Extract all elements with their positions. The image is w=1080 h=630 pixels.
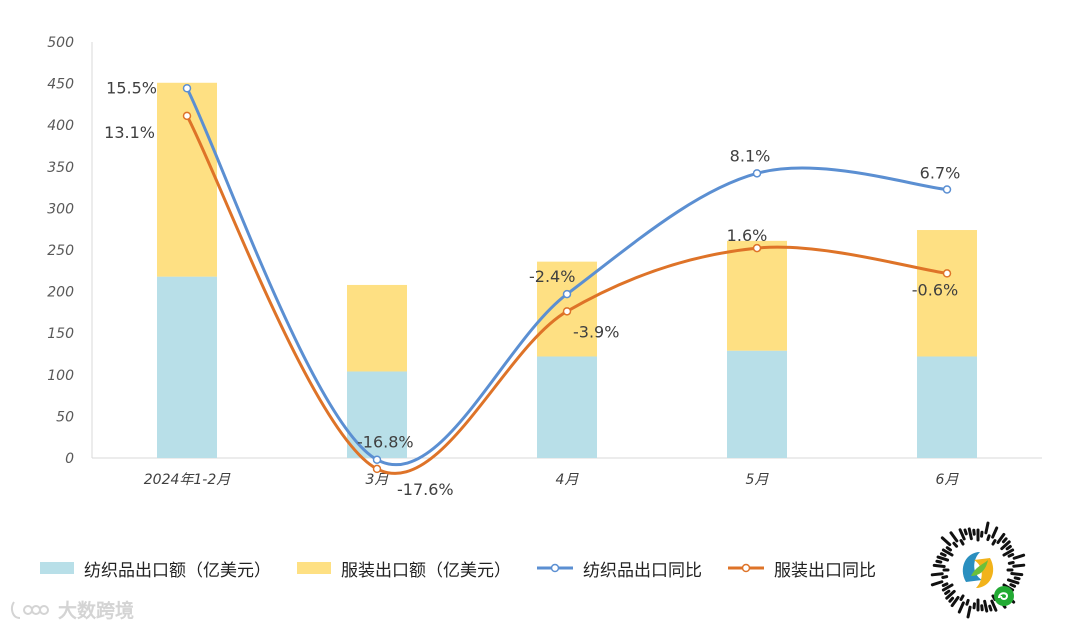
line-apparel-yoy-data-label: -0.6% — [912, 280, 958, 299]
legend-swatch-textile — [40, 562, 74, 574]
y-tick-label: 500 — [47, 35, 74, 51]
line-textile-yoy — [185, 87, 948, 467]
legend-label-textile: 纺织品出口额（亿美元） — [84, 560, 271, 581]
legend-line-apparel-yoy — [728, 563, 764, 573]
y-tick-label: 400 — [47, 118, 74, 134]
legend-label-apparel-yoy: 服装出口同比 — [774, 560, 876, 581]
line-apparel-yoy-point — [182, 111, 192, 121]
mini-program-code-icon — [930, 521, 1026, 619]
y-tick-label: 450 — [47, 77, 74, 93]
y-tick-label: 50 — [56, 409, 74, 425]
line-apparel-yoy-data-label: -3.9% — [573, 322, 619, 341]
line-apparel-yoy-data-label: 13.1% — [104, 123, 155, 142]
line-textile-yoy-point — [562, 289, 572, 299]
line-textile-yoy-data-label: -2.4% — [529, 267, 575, 286]
line-apparel-yoy-point — [372, 464, 382, 474]
x-tick-label: 2024年1-2月 — [144, 472, 231, 488]
line-apparel-yoy-point — [942, 269, 952, 278]
combo-chart: 0 50 100 150 200 250 300 350 400 450 500 2024年1-2月 3… — [47, 35, 1042, 499]
watermark-logo-icon — [11, 600, 49, 619]
legend-item-apparel-export: 服装出口额（亿美元） — [297, 556, 511, 581]
legend-swatch-apparel — [297, 562, 331, 574]
bar-textile-export — [157, 276, 217, 458]
bar-textile-export — [537, 356, 597, 458]
y-tick-label: 0 — [65, 451, 74, 467]
legend-label-apparel: 服装出口额（亿美元） — [341, 560, 511, 581]
legend-line-textile-yoy — [537, 563, 573, 573]
line-textile-yoy-data-label: 8.1% — [730, 146, 771, 165]
watermark: 大数跨境 — [10, 596, 134, 623]
legend-item-apparel-yoy: 服装出口同比 — [728, 556, 876, 581]
legend-item-textile-export: 纺织品出口额（亿美元） — [40, 556, 271, 581]
legend-label-textile-yoy: 纺织品出口同比 — [583, 560, 702, 581]
bar-textile-export — [917, 356, 977, 458]
y-tick-label: 200 — [47, 285, 74, 301]
bar-apparel-export — [727, 240, 787, 351]
legend: 纺织品出口额（亿美元） 服装出口额（亿美元） 纺织品出口同比 服装出口同比 — [40, 555, 876, 581]
line-apparel-yoy-data-label: -17.6% — [397, 480, 454, 499]
line-apparel-yoy-point — [562, 307, 572, 316]
x-tick-label: 3月 — [366, 472, 390, 488]
bar-apparel-export — [347, 284, 407, 372]
legend-item-textile-yoy: 纺织品出口同比 — [537, 556, 702, 581]
line-textile-yoy-data-label: -16.8% — [357, 433, 414, 452]
x-tick-label: 5月 — [746, 472, 770, 488]
bar-textile-export — [727, 350, 787, 458]
x-tick-label: 6月 — [936, 472, 960, 488]
line-textile-yoy-data-label: 6.7% — [920, 163, 961, 182]
y-tick-label: 100 — [47, 368, 74, 384]
line-textile-yoy-point — [372, 455, 382, 464]
line-textile-yoy-data-label: 15.5% — [106, 78, 157, 97]
watermark-text: 大数跨境 — [58, 600, 135, 622]
x-tick-label: 4月 — [556, 472, 580, 488]
y-tick-label: 350 — [47, 160, 74, 176]
line-textile-yoy-point — [182, 84, 192, 93]
line-apparel-yoy-data-label: 1.6% — [727, 226, 768, 245]
bar-apparel-export — [917, 230, 977, 357]
line-apparel-yoy-point — [752, 243, 762, 253]
line-textile-yoy-point — [942, 185, 952, 194]
y-tick-label: 300 — [47, 201, 74, 217]
y-tick-label: 250 — [47, 243, 74, 259]
y-tick-label: 150 — [47, 326, 74, 342]
line-textile-yoy-point — [752, 169, 762, 178]
line-apparel-yoy — [185, 115, 948, 475]
